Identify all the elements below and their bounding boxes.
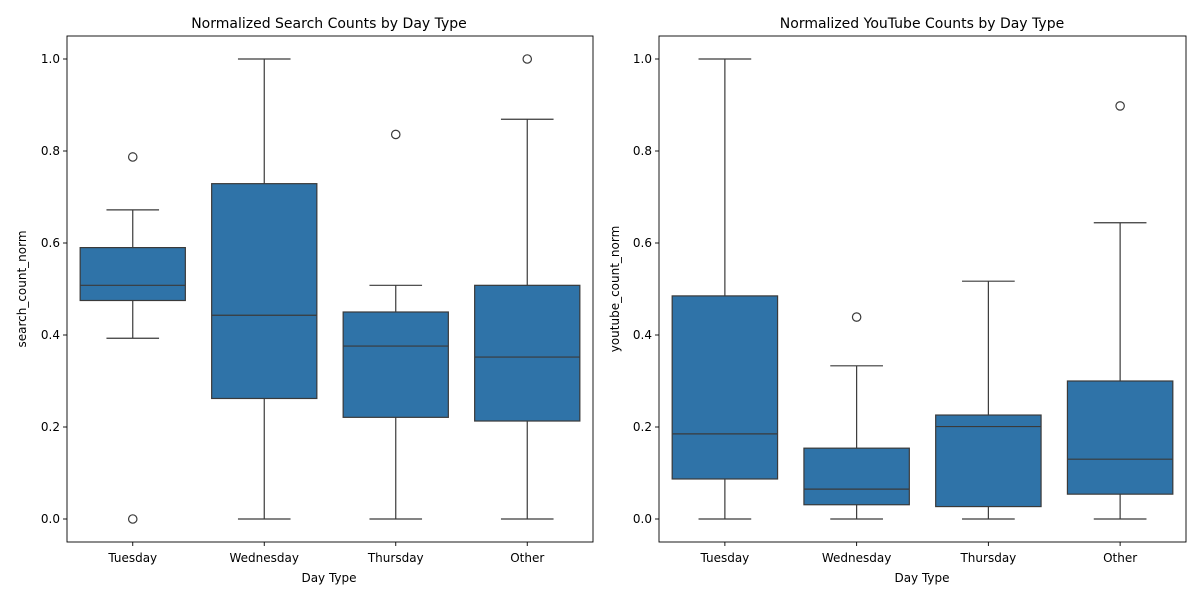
y-axis-label: search_count_norm [15, 230, 29, 347]
y-tick-label: 0.0 [633, 512, 652, 526]
y-axis-label: youtube_count_norm [608, 226, 622, 353]
box-group [671, 58, 779, 520]
y-tick-label: 0.2 [41, 420, 60, 434]
outlier-point [127, 152, 138, 162]
x-axis: Tuesday Wednesday Thursday Other [107, 542, 544, 565]
search-count-panel: Normalized Search Counts by Day Type Day… [15, 16, 594, 585]
y-tick-label: 0.2 [633, 420, 652, 434]
y-tick-label: 0.4 [633, 328, 652, 342]
x-tick-label: Tuesday [699, 551, 749, 565]
x-axis-label: Day Type [894, 571, 949, 585]
outlier-point [127, 514, 138, 524]
x-axis-label: Day Type [301, 571, 356, 585]
x-tick-label: Other [510, 551, 544, 565]
box-group [79, 152, 186, 524]
youtube-count-panel: Normalized YouTube Counts by Day Type Da… [608, 16, 1187, 585]
y-axis: 0.0 0.2 0.4 0.6 0.8 1.0 [633, 52, 659, 526]
y-tick-label: 1.0 [633, 52, 652, 66]
box-series [671, 58, 1174, 520]
x-tick-label: Wednesday [230, 551, 299, 565]
box [211, 183, 318, 400]
y-tick-label: 0.4 [41, 328, 60, 342]
box [79, 247, 186, 302]
x-tick-label: Thursday [367, 551, 424, 565]
box-group [803, 312, 910, 520]
chart-title: Normalized YouTube Counts by Day Type [780, 16, 1064, 32]
y-tick-label: 0.6 [633, 236, 652, 250]
box-group [211, 58, 318, 520]
y-tick-label: 0.8 [633, 144, 652, 158]
y-axis: 0.0 0.2 0.4 0.6 0.8 1.0 [41, 52, 67, 526]
box-group [935, 280, 1042, 520]
box [474, 284, 581, 422]
outlier-point [1115, 101, 1125, 111]
x-tick-label: Other [1103, 551, 1137, 565]
box [1066, 380, 1174, 495]
y-tick-label: 0.8 [41, 144, 60, 158]
box-group [1066, 101, 1174, 520]
x-axis: Tuesday Wednesday Thursday Other [699, 542, 1137, 565]
box-group [342, 129, 449, 520]
box-series [79, 54, 581, 524]
plot-frame [66, 35, 594, 543]
outlier-point [851, 312, 862, 322]
box [671, 295, 779, 480]
box [803, 447, 910, 506]
y-tick-label: 0.0 [41, 512, 60, 526]
box-group [474, 54, 581, 520]
box [935, 414, 1042, 508]
x-tick-label: Thursday [959, 551, 1016, 565]
outlier-point [522, 54, 533, 64]
box [342, 311, 449, 418]
outlier-point [390, 129, 401, 140]
chart-title: Normalized Search Counts by Day Type [191, 16, 467, 32]
y-tick-label: 0.6 [41, 236, 60, 250]
plot-frame [658, 35, 1187, 543]
y-tick-label: 1.0 [41, 52, 60, 66]
x-tick-label: Tuesday [107, 551, 157, 565]
x-tick-label: Wednesday [822, 551, 891, 565]
